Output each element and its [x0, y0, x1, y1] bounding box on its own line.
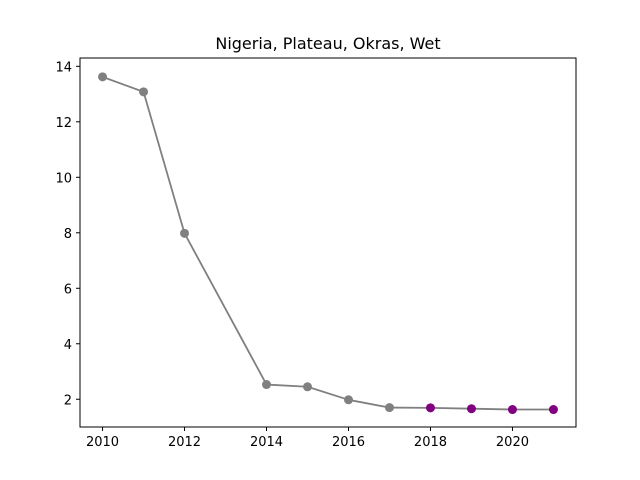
- y-tick-label: 12: [55, 116, 72, 131]
- plot-area: [79, 57, 577, 428]
- x-axis: 2010 2012 2014 2016 2018 2020: [86, 427, 529, 450]
- data-point: [343, 395, 353, 405]
- y-tick-label: 10: [55, 171, 72, 186]
- x-tick-label: 2020: [496, 435, 529, 450]
- data-point: [548, 405, 558, 415]
- data-point: [507, 405, 517, 415]
- data-point: [139, 87, 149, 97]
- y-axis: 2 4 6 8 10 12 14: [55, 60, 80, 408]
- y-tick-label: 14: [55, 60, 72, 75]
- data-point: [384, 403, 394, 413]
- x-tick-label: 2012: [168, 435, 201, 450]
- y-tick-label: 4: [64, 338, 72, 353]
- plot-frame: [79, 57, 577, 428]
- chart-title: Nigeria, Plateau, Okras, Wet: [215, 34, 440, 53]
- data-point: [466, 404, 476, 414]
- y-tick-label: 6: [64, 282, 72, 297]
- y-tick-label: 2: [64, 393, 72, 408]
- data-point: [180, 228, 190, 238]
- y-tick-label: 8: [64, 227, 72, 242]
- data-point: [303, 382, 313, 392]
- data-point: [98, 72, 108, 82]
- x-tick-label: 2018: [414, 435, 447, 450]
- x-tick-label: 2010: [86, 435, 119, 450]
- x-tick-label: 2014: [250, 435, 283, 450]
- data-point: [262, 380, 272, 390]
- data-point: [425, 403, 435, 413]
- series-layer: [98, 72, 558, 415]
- x-tick-label: 2016: [332, 435, 365, 450]
